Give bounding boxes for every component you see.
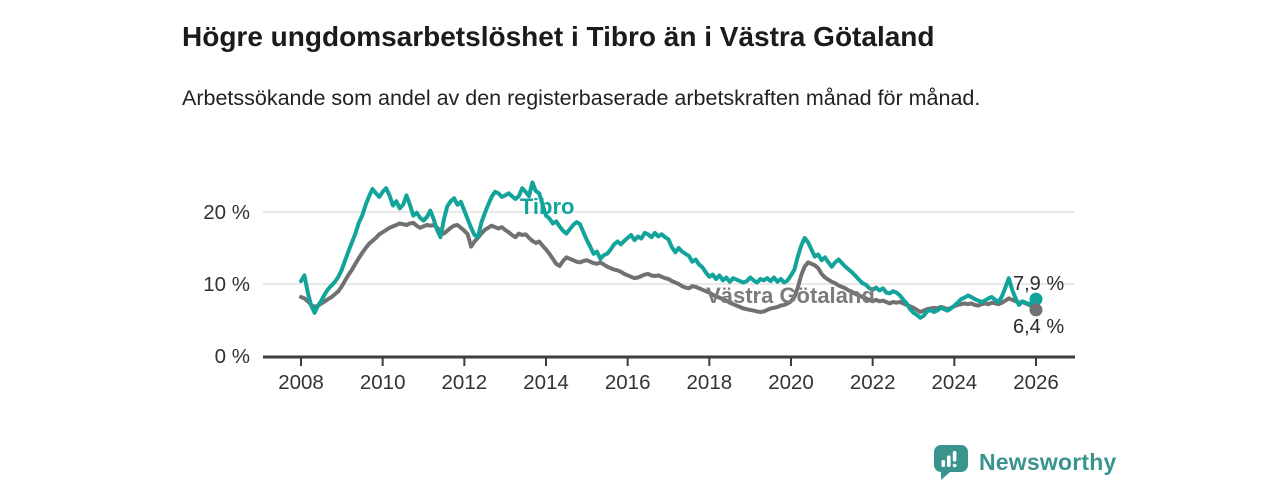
x-axis-label-2024: 2024 [932,371,978,394]
x-axis-label-2026: 2026 [1013,371,1059,394]
x-axis-label-2016: 2016 [605,371,651,394]
bar-small [941,460,946,467]
exclamation-dot [952,463,957,468]
end-value-label-v-stra-g-taland: 6,4 % [1013,316,1064,338]
end-dot-tibro [1029,292,1043,306]
y-axis-label-0: 0 % [215,345,250,368]
x-axis-label-2012: 2012 [442,371,488,394]
x-axis-label-2020: 2020 [768,371,814,394]
y-axis-label-10: 10 % [203,273,250,296]
newsworthy-logo-text: Newsworthy [979,448,1117,475]
series-line-v-stra-g-taland [299,220,1038,315]
series-line-tibro [299,180,1038,320]
newsworthy-logo: Newsworthy [933,444,1116,480]
bar-chart-speech-bubble-icon [934,445,968,480]
x-axis-label-2018: 2018 [687,371,733,394]
series-inline-label-tibro: Tibro [520,194,575,219]
x-axis-label-2022: 2022 [850,371,896,394]
chart-subtitle: Arbetssökande som andel av den registerb… [182,85,981,110]
x-axis-label-2014: 2014 [523,371,569,394]
speech-bubble-shape [934,445,968,480]
x-axis-label-2008: 2008 [278,371,324,394]
exclamation-bar [952,451,957,462]
bar-tall [947,455,951,467]
end-dot-v-stra-g-taland [1029,303,1043,317]
end-value-label-tibro: 7,9 % [1013,273,1064,295]
series-inline-label-v-stra-g-taland: Västra Götaland [706,283,875,308]
x-axis-label-2010: 2010 [360,371,406,394]
y-axis-label-20: 20 % [203,201,250,224]
chart-title: Högre ungdomsarbetslöshet i Tibro än i V… [182,20,935,52]
